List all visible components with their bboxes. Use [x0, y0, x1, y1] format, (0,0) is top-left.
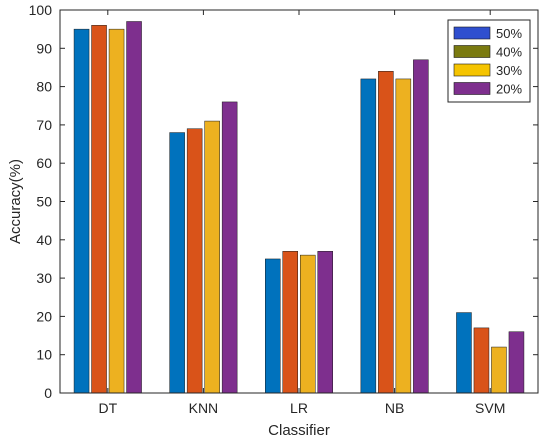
- x-tick-label: SVM: [475, 400, 505, 416]
- y-tick-label: 40: [36, 232, 52, 248]
- y-tick-label: 100: [29, 2, 53, 18]
- bar-nb-50pct: [360, 78, 377, 394]
- x-tick-label: NB: [385, 400, 404, 416]
- y-tick-label: 60: [36, 155, 52, 171]
- bar-dt-30pct: [108, 28, 125, 394]
- x-axis-label: Classifier: [268, 422, 330, 439]
- legend-swatch: [453, 45, 491, 58]
- y-tick-label: 70: [36, 117, 52, 133]
- legend-label: 20%: [496, 82, 522, 97]
- bar-dt-50pct: [73, 28, 90, 394]
- bar-knn-50pct: [169, 132, 185, 394]
- bar-dt-20pct: [126, 21, 142, 394]
- legend-swatch: [453, 26, 491, 40]
- axis-ticks-layer: 0 10 20 30 40 50 60 70 80 90 100 DT KNN LR NB SVM: [29, 2, 538, 416]
- x-tick-label: DT: [98, 400, 117, 416]
- bar-lr-20pct: [317, 251, 333, 394]
- y-axis-label: Accuracy(%): [7, 159, 24, 244]
- bar-knn-40pct: [186, 128, 203, 394]
- bar-svm-30pct: [491, 346, 507, 394]
- y-tick-label: 30: [36, 270, 52, 286]
- bar-svm-20pct: [508, 331, 525, 394]
- y-tick-label: 0: [44, 385, 52, 401]
- legend-swatch: [453, 82, 491, 95]
- legend-label: 30%: [496, 63, 522, 78]
- x-tick-label: KNN: [189, 400, 219, 416]
- bar-nb-30pct: [395, 78, 412, 394]
- bar-lr-50pct: [265, 258, 281, 394]
- y-tick-label: 20: [36, 308, 52, 324]
- legend-label: 40%: [496, 45, 522, 60]
- legend: 50% 40% 30% 20%: [447, 19, 531, 103]
- bars-layer: [73, 21, 525, 394]
- bar-lr-40pct: [282, 251, 298, 394]
- legend-label: 50%: [496, 26, 522, 41]
- y-tick-label: 10: [36, 347, 52, 363]
- y-tick-label: 50: [36, 194, 52, 210]
- bar-dt-40pct: [91, 25, 107, 394]
- bar-nb-20pct: [413, 59, 429, 394]
- bar-svm-50pct: [456, 312, 472, 394]
- bar-nb-40pct: [378, 71, 394, 394]
- legend-swatch: [453, 63, 491, 77]
- bar-svm-40pct: [473, 327, 490, 394]
- bar-knn-30pct: [204, 120, 220, 394]
- bar-knn-20pct: [221, 101, 238, 394]
- bar-lr-30pct: [300, 254, 316, 394]
- y-tick-label: 90: [36, 40, 52, 56]
- x-tick-label: LR: [290, 400, 308, 416]
- y-tick-label: 80: [36, 79, 52, 95]
